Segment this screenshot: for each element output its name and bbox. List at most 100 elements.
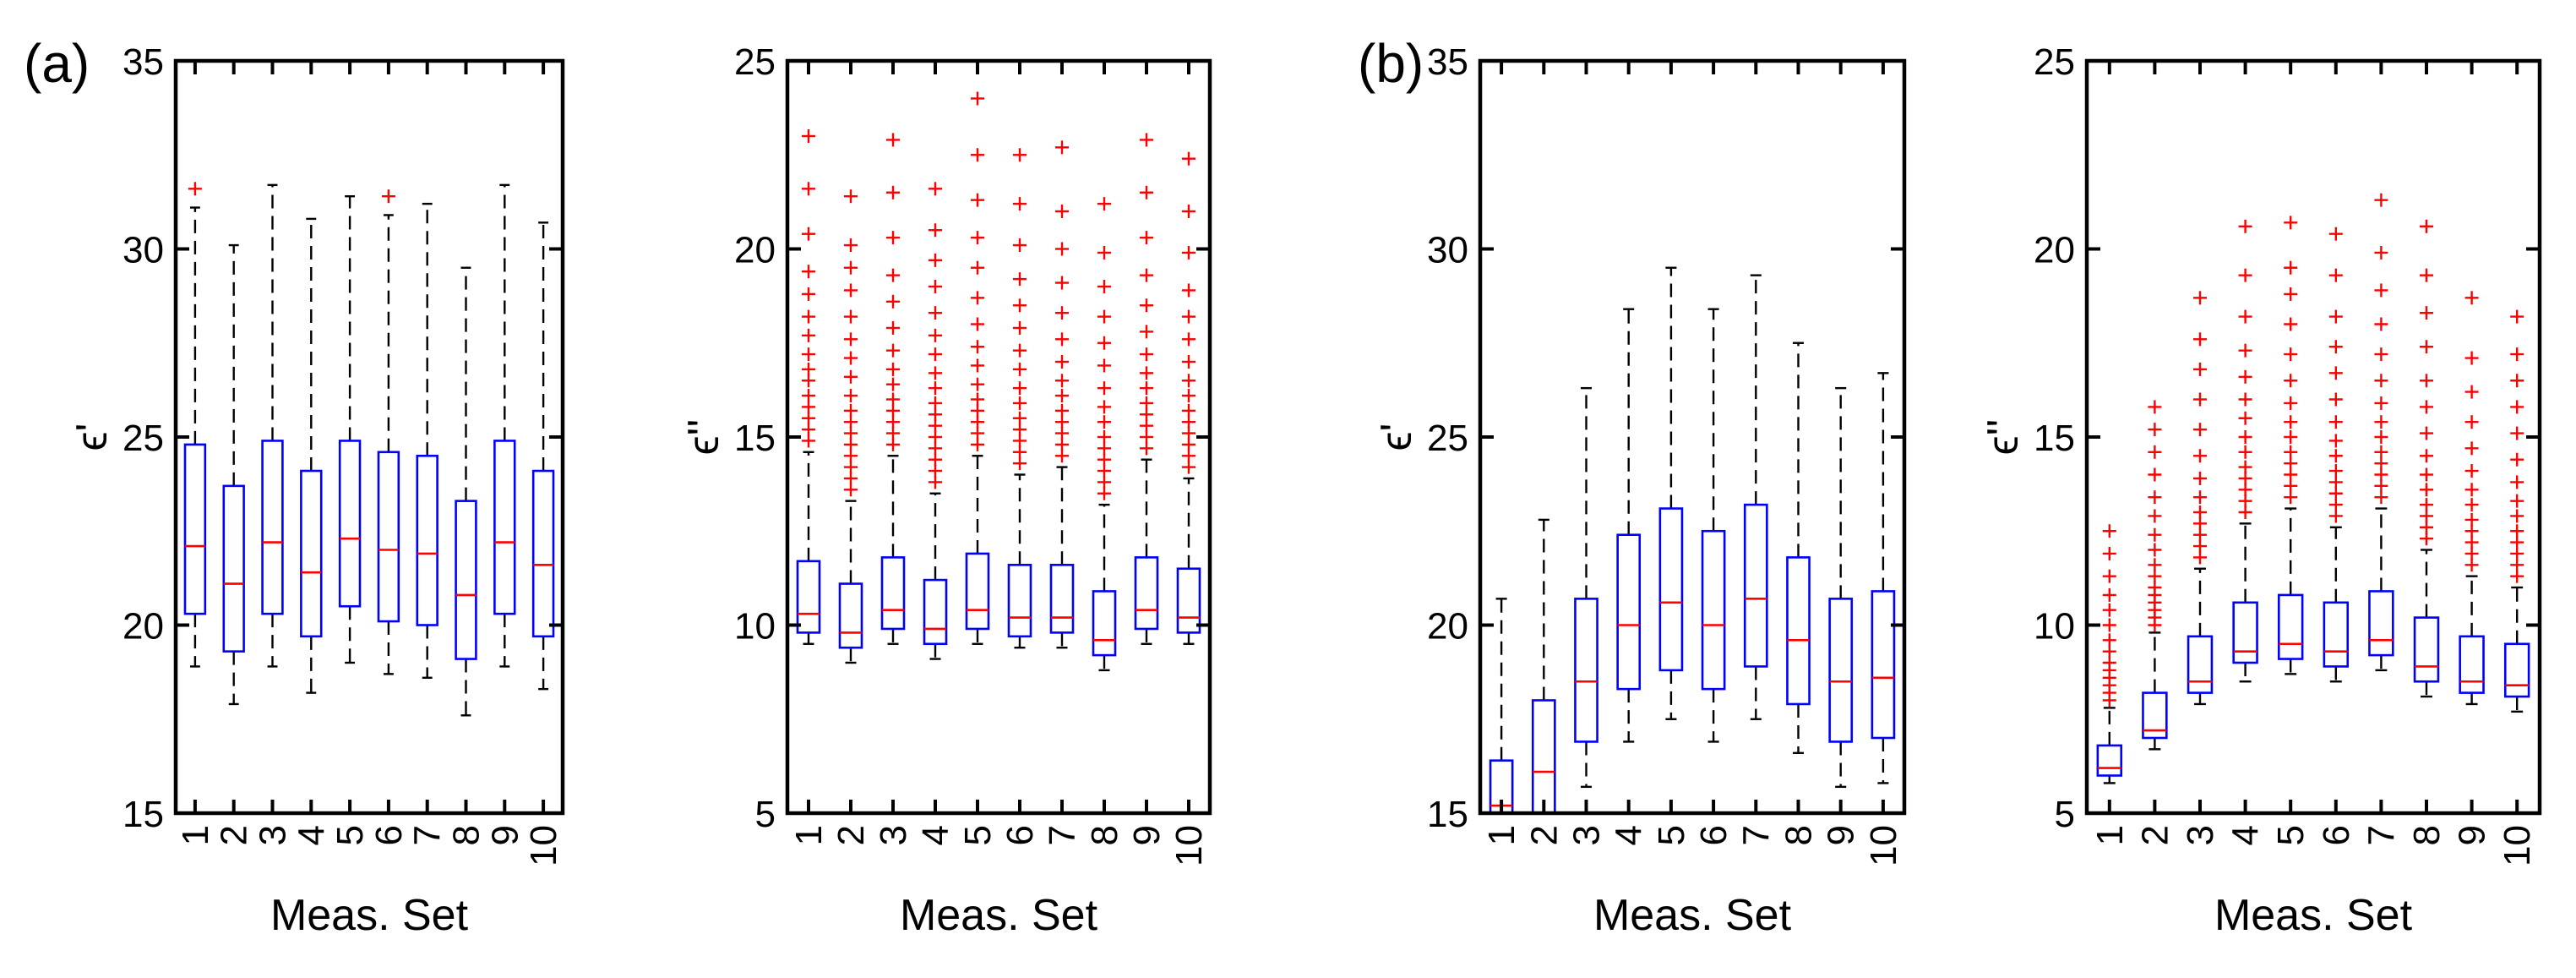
x-tick-label: 1 xyxy=(175,825,216,845)
outlier-marker xyxy=(2238,430,2252,444)
outlier-marker xyxy=(2238,471,2252,485)
outlier-marker xyxy=(971,340,984,354)
outlier-marker xyxy=(2102,603,2116,617)
outlier-marker xyxy=(886,392,900,407)
outlier-marker xyxy=(886,343,900,358)
outlier-marker xyxy=(929,396,942,410)
outlier-marker xyxy=(2284,445,2298,459)
box-10 xyxy=(1176,151,1201,645)
outlier-marker xyxy=(2374,456,2388,471)
outlier-marker xyxy=(1140,381,1153,396)
outlier-marker xyxy=(886,377,900,391)
outlier-marker xyxy=(1182,426,1195,440)
outlier-marker xyxy=(1140,347,1153,362)
outlier-marker xyxy=(971,193,984,207)
x-tick-label: 1 xyxy=(2089,825,2131,845)
outlier-marker xyxy=(2420,340,2433,354)
box-1 xyxy=(183,182,207,668)
outlier-marker xyxy=(2420,400,2433,414)
outlier-marker xyxy=(886,231,900,245)
box-7 xyxy=(2368,193,2394,672)
outlier-marker xyxy=(2193,490,2207,505)
box-3 xyxy=(1574,386,1598,789)
box-2 xyxy=(222,243,245,706)
outlier-marker xyxy=(971,91,984,106)
outlier-marker xyxy=(2420,467,2433,482)
outlier-marker xyxy=(2148,558,2162,572)
outlier-marker xyxy=(844,369,858,384)
outlier-marker xyxy=(2102,618,2116,632)
outlier-marker xyxy=(844,389,858,403)
outlier-marker xyxy=(2284,396,2298,410)
outlier-marker xyxy=(2464,512,2479,527)
outlier-marker xyxy=(1140,366,1153,380)
outlier-marker xyxy=(2238,445,2252,459)
x-tick-label: 5 xyxy=(957,825,999,845)
outlier-marker xyxy=(2464,483,2479,497)
outlier-marker xyxy=(2284,415,2298,429)
outlier-marker xyxy=(2284,260,2298,275)
outlier-marker xyxy=(2328,464,2343,478)
x-tick-label: 3 xyxy=(1566,825,1608,845)
outlier-marker xyxy=(2420,219,2433,233)
outlier-marker xyxy=(2148,581,2162,594)
iqr-box xyxy=(2459,635,2485,694)
box-4 xyxy=(1616,308,1642,743)
outlier-marker xyxy=(844,309,858,324)
outlier-marker xyxy=(2374,467,2388,482)
outlier-marker xyxy=(2238,369,2252,384)
outlier-marker xyxy=(1140,185,1153,199)
outlier-marker xyxy=(1013,298,1027,313)
outlier-marker xyxy=(2284,478,2298,493)
outlier-marker xyxy=(929,452,942,467)
outlier-marker xyxy=(929,280,942,293)
outlier-marker xyxy=(1055,205,1069,218)
outlier-marker xyxy=(1140,133,1153,147)
outlier-marker xyxy=(1097,486,1111,500)
outlier-marker xyxy=(971,403,984,418)
y-tick-label: 15 xyxy=(734,418,776,459)
box-6 xyxy=(2323,227,2350,683)
y-axis-label: ϵ' xyxy=(1372,423,1421,451)
y-axis-label: ϵ' xyxy=(68,423,117,451)
outlier-marker xyxy=(2148,490,2162,505)
subplot-3: 15 20 25 30 35 1 2 3 4 5 6 7 8 9 10 Meas. Set ϵ' xyxy=(1372,41,1907,940)
iqr-box xyxy=(1786,556,1811,706)
outlier-marker xyxy=(971,426,984,440)
x-tick-label: 2 xyxy=(214,825,255,845)
outlier-marker xyxy=(1097,430,1111,444)
outlier-marker xyxy=(2193,550,2207,565)
x-tick-label: 8 xyxy=(446,825,487,845)
outlier-marker xyxy=(929,407,942,422)
outlier-marker xyxy=(2464,558,2479,572)
outlier-marker xyxy=(929,223,942,238)
outlier-marker xyxy=(1013,343,1027,358)
outlier-marker xyxy=(1140,430,1153,444)
outlier-marker xyxy=(2374,374,2388,388)
outlier-marker xyxy=(2374,396,2388,410)
outlier-marker xyxy=(1055,276,1069,290)
outlier-marker xyxy=(971,415,984,429)
outlier-marker xyxy=(2464,441,2479,456)
outlier-marker xyxy=(802,227,815,241)
outlier-marker xyxy=(2284,456,2298,471)
box-8 xyxy=(2413,219,2440,698)
x-tick-label: 4 xyxy=(1609,825,1650,845)
outlier-marker xyxy=(929,253,942,267)
x-tick-label: 8 xyxy=(1778,825,1820,845)
outlier-marker xyxy=(2420,306,2433,320)
outlier-marker xyxy=(2374,478,2388,493)
outlier-marker xyxy=(802,423,815,437)
box-6 xyxy=(1007,148,1032,649)
outlier-marker xyxy=(844,283,858,298)
x-tick-label: 6 xyxy=(999,825,1041,845)
outlier-marker xyxy=(1013,423,1027,437)
outlier-marker xyxy=(2193,291,2207,305)
y-tick-label: 20 xyxy=(734,230,776,271)
outlier-marker xyxy=(1097,336,1111,350)
outlier-marker xyxy=(1013,396,1027,410)
outlier-marker xyxy=(2193,527,2207,542)
x-tick-label: 9 xyxy=(2452,825,2493,845)
y-tick-label: 25 xyxy=(2034,41,2075,83)
box-5 xyxy=(1658,266,1684,720)
